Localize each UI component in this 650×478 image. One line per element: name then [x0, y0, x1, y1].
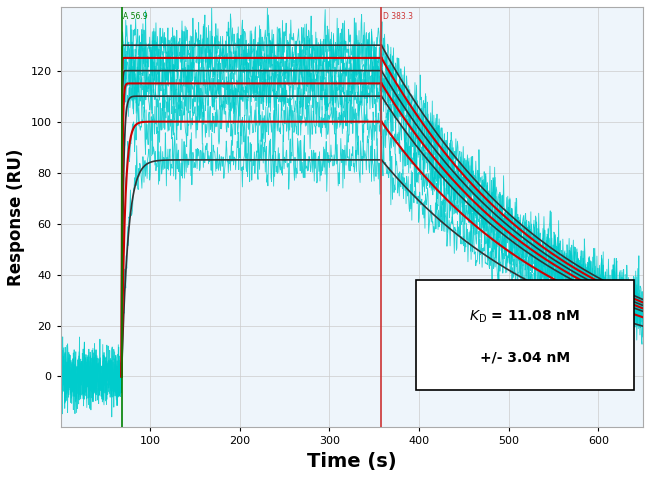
Y-axis label: Response (RU): Response (RU)	[7, 149, 25, 286]
Text: D 383.3: D 383.3	[384, 12, 413, 21]
FancyBboxPatch shape	[416, 280, 634, 390]
Text: A 56.9: A 56.9	[124, 12, 148, 21]
Text: +/- 3.04 nM: +/- 3.04 nM	[480, 350, 570, 364]
X-axis label: Time (s): Time (s)	[307, 452, 396, 471]
Text: $\mathit{K}_{\mathrm{D}}$ = 11.08 nM: $\mathit{K}_{\mathrm{D}}$ = 11.08 nM	[469, 309, 581, 325]
